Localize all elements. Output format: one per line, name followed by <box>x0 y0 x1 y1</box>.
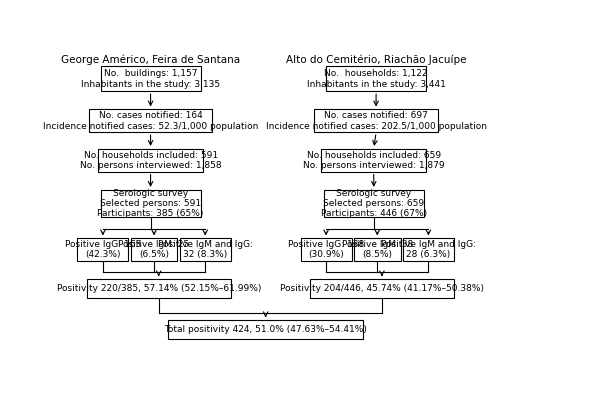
Text: Serologic survey
Selected persons: 591
Participants: 385 (65%): Serologic survey Selected persons: 591 P… <box>97 189 204 218</box>
FancyBboxPatch shape <box>301 238 352 261</box>
Text: No.  buildings: 1,157
Inhabitants in the study: 3,135: No. buildings: 1,157 Inhabitants in the … <box>81 69 220 89</box>
Text: Serologic survey
Selected persons: 659
Participants: 446 (67%): Serologic survey Selected persons: 659 P… <box>321 189 427 218</box>
Text: Alto do Cemitério, Riachão Jacuípe: Alto do Cemitério, Riachão Jacuípe <box>286 55 467 65</box>
FancyBboxPatch shape <box>324 190 424 217</box>
FancyBboxPatch shape <box>310 279 454 297</box>
Text: Positive IgM and IgG:
32 (8.3%): Positive IgM and IgG: 32 (8.3%) <box>158 240 253 260</box>
FancyBboxPatch shape <box>86 279 231 297</box>
FancyBboxPatch shape <box>322 149 426 172</box>
FancyBboxPatch shape <box>101 67 200 91</box>
Text: Positive IgG: 138
(30.9%): Positive IgG: 138 (30.9%) <box>288 240 364 260</box>
Text: Positive IgM and IgG:
28 (6.3%): Positive IgM and IgG: 28 (6.3%) <box>381 240 476 260</box>
Text: Total positivity 424, 51.0% (47.63%–54.41%): Total positivity 424, 51.0% (47.63%–54.4… <box>164 325 367 334</box>
Text: Positive IgG: 163
(42.3%): Positive IgG: 163 (42.3%) <box>65 240 141 260</box>
Text: No. cases notified: 164
Incidence notified cases: 52.3/1,000 population: No. cases notified: 164 Incidence notifi… <box>43 111 258 130</box>
FancyBboxPatch shape <box>101 190 200 217</box>
FancyBboxPatch shape <box>77 238 128 261</box>
FancyBboxPatch shape <box>89 110 212 132</box>
Text: No. households included: 591
No. persons interviewed: 1,858: No. households included: 591 No. persons… <box>80 151 221 170</box>
FancyBboxPatch shape <box>326 67 426 91</box>
FancyBboxPatch shape <box>168 320 364 338</box>
FancyBboxPatch shape <box>314 110 438 132</box>
Text: No.  households: 1,122
Inhabitants in the study: 3,441: No. households: 1,122 Inhabitants in the… <box>307 69 446 89</box>
Text: Positivity 204/446, 45.74% (41.17%–50.38%): Positivity 204/446, 45.74% (41.17%–50.38… <box>280 284 484 293</box>
FancyBboxPatch shape <box>403 238 454 261</box>
Text: Positive IgM: 38
(8.5%): Positive IgM: 38 (8.5%) <box>341 240 413 260</box>
Text: George Américo, Feira de Santana: George Américo, Feira de Santana <box>61 55 241 65</box>
Text: Positive IgM: 25
(6.5%): Positive IgM: 25 (6.5%) <box>118 240 190 260</box>
FancyBboxPatch shape <box>98 149 203 172</box>
FancyBboxPatch shape <box>179 238 231 261</box>
FancyBboxPatch shape <box>131 238 178 261</box>
Text: No. households included: 659
No. persons interviewed: 1,879: No. households included: 659 No. persons… <box>303 151 445 170</box>
Text: No. cases notified: 697
Incidence notified cases: 202.5/1,000 population: No. cases notified: 697 Incidence notifi… <box>266 111 487 130</box>
FancyBboxPatch shape <box>354 238 401 261</box>
Text: Positivity 220/385, 57.14% (52.15%–61.99%): Positivity 220/385, 57.14% (52.15%–61.99… <box>56 284 261 293</box>
